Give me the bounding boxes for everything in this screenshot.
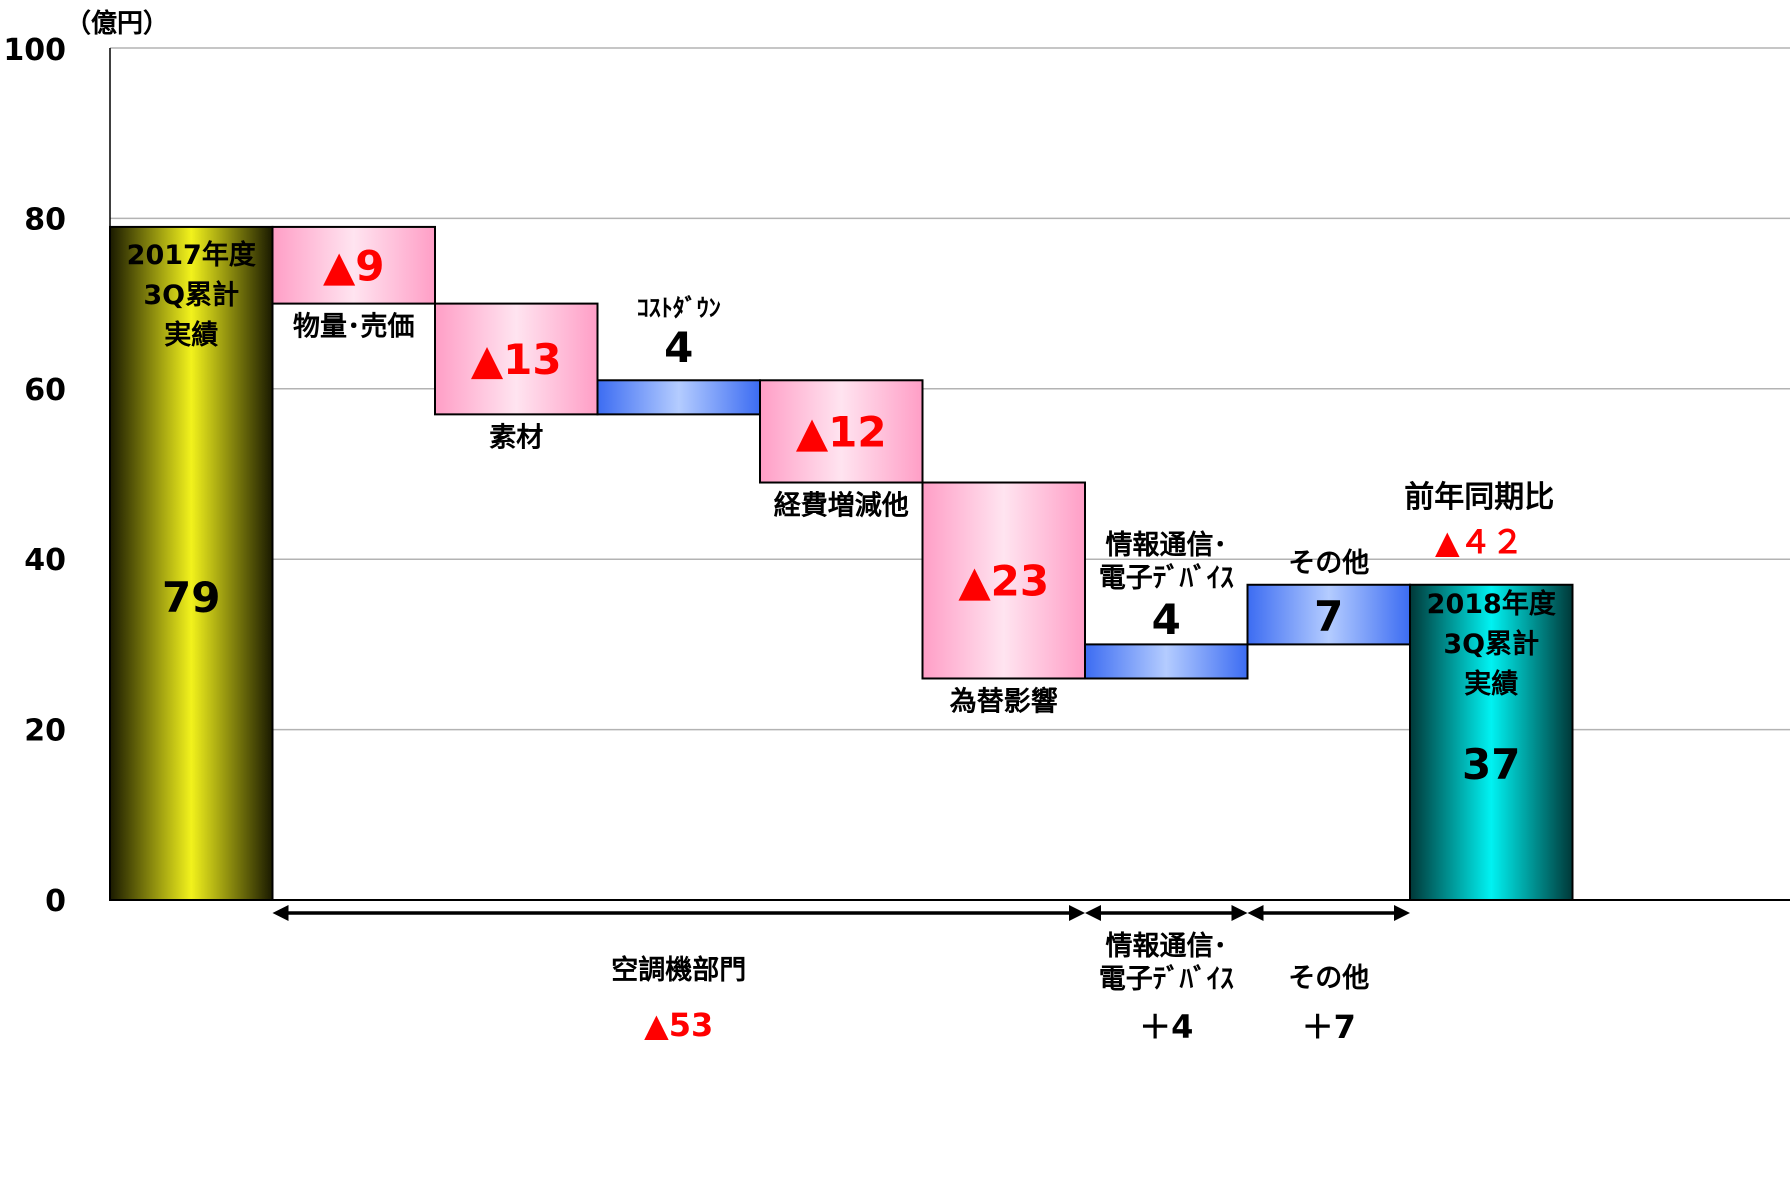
bar-label-infocomm: 情報通信･ <box>1106 530 1228 561</box>
bar-label-end: 2018年度 <box>1427 588 1556 620</box>
bar-label-material: 素材 <box>489 422 543 453</box>
segment-value: ▲53 <box>644 1006 713 1044</box>
bar-label-start: 3Q累計 <box>143 279 239 311</box>
bar-label-infocomm: 電子ﾃﾞﾊﾞｲｽ <box>1099 563 1234 594</box>
bar-value-volume: ▲9 <box>323 241 385 290</box>
segment-label: 電子ﾃﾞﾊﾞｲｽ <box>1099 964 1234 995</box>
segment-annotations: 空調機部門 ▲53 情報通信･電子ﾃﾞﾊﾞｲｽ ＋4 その他 ＋7 <box>272 905 1410 1046</box>
bar-label-start: 実績 <box>164 319 218 351</box>
yoy-label: 前年同期比 <box>1404 480 1554 515</box>
bar-volume <box>271 225 436 305</box>
y-tick-label: 0 <box>45 884 66 919</box>
bar-material <box>434 302 599 416</box>
segment-value: ＋7 <box>1302 1008 1356 1046</box>
y-tick-label: 100 <box>3 33 66 68</box>
bar-labels: 2017年度3Q累計実績79▲9物量･売価▲13素材ｺｽﾄﾀﾞｳﾝ4▲12経費増… <box>127 239 1556 789</box>
bar-label-end: 実績 <box>1464 668 1518 700</box>
arrow-head-right <box>1069 905 1085 921</box>
segment-label: その他 <box>1288 963 1369 994</box>
arrow-head-left <box>1085 905 1101 921</box>
yoy-value: ▲４２ <box>1435 523 1524 561</box>
y-axis-ticks: 0 20 40 60 80 100 <box>3 33 66 919</box>
bar-costdown <box>596 379 761 416</box>
bar-label-expenses: 経費増減他 <box>774 490 909 522</box>
bar-value-start: 79 <box>162 573 220 622</box>
y-tick-label: 20 <box>24 714 66 749</box>
arrow-head-right <box>1231 905 1248 921</box>
bar-label-costdown: ｺｽﾄﾀﾞｳﾝ <box>637 294 721 322</box>
bar-value-infocomm: 4 <box>1152 595 1181 644</box>
bar-value-material: ▲13 <box>471 335 562 384</box>
bar-label-volume: 物量･売価 <box>293 312 415 343</box>
bar-value-end: 37 <box>1462 740 1520 789</box>
segment-value: ＋4 <box>1139 1008 1193 1046</box>
bar-start <box>109 225 274 902</box>
y-axis-unit-label: （億円） <box>65 9 169 39</box>
bar-infocomm <box>1084 643 1249 680</box>
bar-value-fx: ▲23 <box>958 557 1049 606</box>
bar-end <box>1409 583 1574 901</box>
y-tick-label: 80 <box>24 202 66 237</box>
bar-value-expenses: ▲12 <box>796 407 887 456</box>
bar-label-other: その他 <box>1288 548 1369 579</box>
arrow-head-left <box>1247 905 1264 921</box>
bar-label-fx: 為替影響 <box>950 685 1058 717</box>
bars <box>109 225 1574 902</box>
segment-label: 情報通信･ <box>1106 931 1228 962</box>
y-tick-label: 60 <box>24 373 66 408</box>
bar-fx <box>921 481 1086 680</box>
segment-label: 空調機部門 <box>611 954 746 986</box>
bar-label-end: 3Q累計 <box>1443 628 1539 660</box>
bar-value-costdown: 4 <box>664 323 693 372</box>
bar-expenses <box>759 379 924 484</box>
arrow-head-right <box>1394 905 1410 921</box>
arrow-head-left <box>272 905 289 921</box>
bar-label-start: 2017年度 <box>127 239 256 271</box>
yoy-annotation: 前年同期比 ▲４２ <box>1404 480 1554 561</box>
y-tick-label: 40 <box>24 543 66 578</box>
bar-value-other: 7 <box>1314 592 1343 641</box>
